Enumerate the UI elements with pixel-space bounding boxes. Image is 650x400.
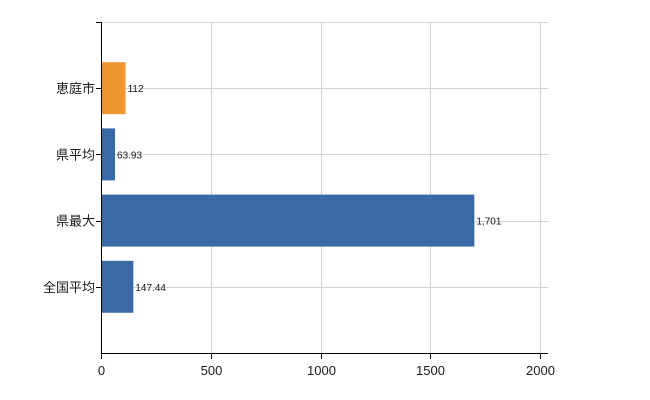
y-tick-label: 県平均 [56,148,95,163]
x-tick-label: 1500 [416,363,445,378]
x-tick-label: 1000 [307,363,336,378]
data-label-4: 147.44 [135,283,166,294]
data-label-1: 112 [128,84,144,95]
data-label-3: 1,701 [476,217,501,228]
x-axis-ticks: 0 500 1000 1500 2000 [98,353,555,378]
bar-4 [101,261,133,313]
bar-2 [101,128,115,180]
bars [101,62,474,313]
y-tick-label: 県最大 [56,215,95,230]
y-tick-label: 全国平均 [43,280,95,296]
bar-3 [101,195,474,247]
x-tick-label: 0 [98,363,105,378]
bar-1 [101,62,126,114]
x-tick-label: 2000 [526,363,555,378]
data-labels: 112 63.93 1,701 147.44 [117,84,502,294]
gridlines [101,22,548,353]
data-label-2: 63.93 [117,150,142,161]
y-tick-label: 恵庭市 [56,81,95,97]
x-tick-label: 500 [201,363,223,378]
